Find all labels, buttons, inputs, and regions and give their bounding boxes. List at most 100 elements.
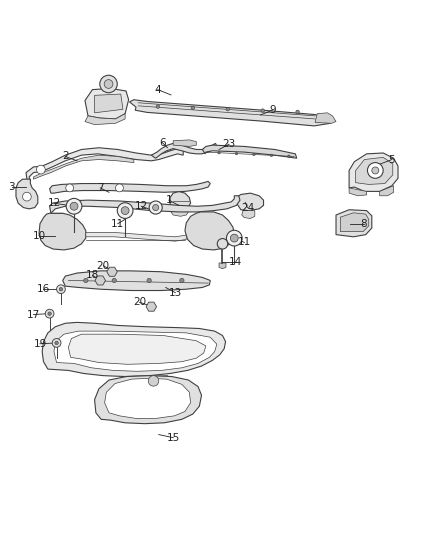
Polygon shape <box>140 376 171 385</box>
Circle shape <box>121 207 129 215</box>
Circle shape <box>66 198 82 214</box>
Circle shape <box>367 163 383 179</box>
Circle shape <box>152 205 159 211</box>
Circle shape <box>149 201 162 214</box>
Polygon shape <box>171 207 188 216</box>
Polygon shape <box>170 191 191 210</box>
Circle shape <box>156 105 159 108</box>
Polygon shape <box>242 211 255 219</box>
Polygon shape <box>16 179 38 209</box>
Text: 10: 10 <box>32 231 46 241</box>
Text: 20: 20 <box>97 261 110 271</box>
Circle shape <box>36 165 45 174</box>
Polygon shape <box>356 157 393 184</box>
Circle shape <box>296 110 299 114</box>
Text: 4: 4 <box>155 85 161 95</box>
Circle shape <box>226 108 230 111</box>
Circle shape <box>217 239 228 249</box>
Polygon shape <box>33 155 134 179</box>
Polygon shape <box>185 212 234 250</box>
Text: 16: 16 <box>37 284 50 294</box>
Text: 20: 20 <box>133 297 146 308</box>
Circle shape <box>270 154 273 157</box>
Polygon shape <box>151 143 217 158</box>
Circle shape <box>218 151 220 154</box>
Circle shape <box>180 278 184 282</box>
Polygon shape <box>95 276 106 285</box>
Polygon shape <box>95 94 123 113</box>
Text: 24: 24 <box>241 203 254 213</box>
Circle shape <box>57 285 65 294</box>
Circle shape <box>70 203 78 210</box>
Text: 6: 6 <box>159 138 166 148</box>
Polygon shape <box>336 210 372 237</box>
Polygon shape <box>49 196 240 213</box>
Text: 8: 8 <box>360 219 367 229</box>
Circle shape <box>55 341 58 345</box>
Circle shape <box>288 155 290 158</box>
Polygon shape <box>173 140 196 147</box>
Circle shape <box>104 79 113 88</box>
Circle shape <box>148 376 159 386</box>
Circle shape <box>84 278 88 282</box>
Text: 15: 15 <box>166 433 180 442</box>
Polygon shape <box>95 376 201 424</box>
Polygon shape <box>107 267 117 276</box>
Circle shape <box>117 203 133 219</box>
Circle shape <box>116 184 124 192</box>
Text: 9: 9 <box>269 105 276 115</box>
Polygon shape <box>130 100 332 126</box>
Text: 1: 1 <box>166 195 172 205</box>
Text: 2: 2 <box>62 151 69 161</box>
Text: 3: 3 <box>8 182 15 192</box>
Circle shape <box>45 309 54 318</box>
Text: 13: 13 <box>169 288 182 298</box>
Circle shape <box>22 192 31 201</box>
Polygon shape <box>315 113 336 123</box>
Polygon shape <box>219 263 226 269</box>
Text: 12: 12 <box>134 201 148 211</box>
Polygon shape <box>86 232 186 241</box>
Polygon shape <box>68 334 206 364</box>
Polygon shape <box>63 271 210 290</box>
Polygon shape <box>146 302 156 311</box>
Polygon shape <box>340 213 369 231</box>
Text: 23: 23 <box>223 139 236 149</box>
Circle shape <box>372 167 379 174</box>
Circle shape <box>112 278 117 282</box>
Polygon shape <box>85 88 129 119</box>
Circle shape <box>235 152 238 155</box>
Circle shape <box>226 230 242 246</box>
Circle shape <box>110 270 114 274</box>
Text: 18: 18 <box>86 270 99 280</box>
Polygon shape <box>349 153 398 191</box>
Text: 12: 12 <box>47 198 60 208</box>
Text: 11: 11 <box>111 219 124 229</box>
Circle shape <box>100 75 117 93</box>
Polygon shape <box>349 188 367 196</box>
Polygon shape <box>39 213 86 250</box>
Circle shape <box>230 234 238 242</box>
Circle shape <box>59 287 63 291</box>
Polygon shape <box>49 181 210 193</box>
Polygon shape <box>85 114 125 125</box>
Circle shape <box>66 184 74 192</box>
Text: 11: 11 <box>238 238 251 247</box>
Polygon shape <box>380 185 394 196</box>
Circle shape <box>98 278 102 282</box>
Circle shape <box>261 109 265 112</box>
Text: 19: 19 <box>33 339 46 349</box>
Polygon shape <box>54 331 217 372</box>
Polygon shape <box>42 322 226 376</box>
Polygon shape <box>26 148 183 181</box>
Circle shape <box>52 338 61 348</box>
Polygon shape <box>202 145 297 158</box>
Circle shape <box>191 106 194 110</box>
Text: 5: 5 <box>389 155 395 165</box>
Circle shape <box>149 304 153 309</box>
Circle shape <box>147 278 151 282</box>
Text: 7: 7 <box>97 183 103 193</box>
Circle shape <box>48 312 51 316</box>
Polygon shape <box>236 193 264 211</box>
Text: 17: 17 <box>27 310 40 319</box>
